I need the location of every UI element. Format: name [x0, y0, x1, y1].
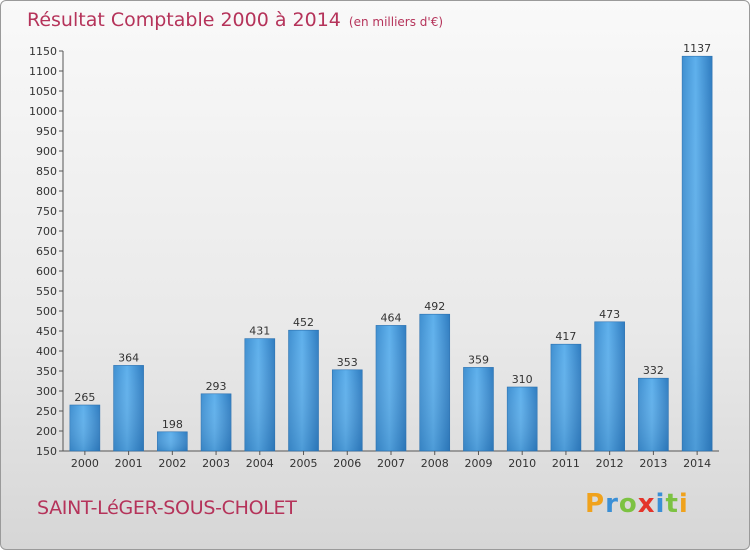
x-tick-label: 2010 — [508, 457, 536, 470]
y-tick-label: 150 — [36, 445, 57, 458]
commune-name: SAINT-LéGER-SOUS-CHOLET — [37, 497, 297, 519]
bar-shade — [157, 431, 188, 451]
logo-letter: o — [618, 489, 638, 519]
y-tick-label: 450 — [36, 325, 57, 338]
y-tick-label: 350 — [36, 365, 57, 378]
logo-letter: i — [655, 489, 666, 519]
chart-subtitle: (en milliers d'€) — [348, 15, 444, 29]
x-tick-label: 2012 — [596, 457, 624, 470]
x-tick-label: 2004 — [246, 457, 274, 470]
logo-letter: x — [637, 489, 656, 519]
x-tick-label: 2013 — [639, 457, 667, 470]
y-tick-label: 250 — [36, 405, 57, 418]
data-label: 364 — [118, 351, 139, 364]
data-label: 452 — [293, 316, 314, 329]
bar-shade — [463, 367, 494, 451]
bar-shade — [638, 378, 669, 451]
x-tick-label: 2011 — [552, 457, 580, 470]
bar-shade — [376, 325, 406, 451]
data-label: 353 — [337, 356, 358, 369]
bar-shade — [201, 393, 232, 451]
data-label: 359 — [468, 353, 489, 366]
bar-shade — [550, 344, 581, 451]
x-tick-label: 2006 — [333, 457, 361, 470]
bar-shade — [69, 405, 100, 451]
data-label: 431 — [249, 325, 270, 338]
data-label: 473 — [599, 308, 620, 321]
y-tick-label: 1150 — [29, 45, 57, 58]
x-tick-label: 2008 — [421, 457, 449, 470]
data-label: 417 — [555, 330, 576, 343]
y-tick-label: 500 — [36, 305, 57, 318]
y-tick-label: 800 — [36, 185, 57, 198]
data-label: 332 — [643, 364, 664, 377]
y-tick-label: 650 — [36, 245, 57, 258]
x-tick-label: 2000 — [71, 457, 99, 470]
y-tick-label: 1050 — [29, 85, 57, 98]
x-tick-label: 2009 — [464, 457, 492, 470]
y-tick-label: 700 — [36, 225, 57, 238]
y-tick-label: 850 — [36, 165, 57, 178]
logo-letter: t — [665, 489, 679, 519]
y-tick-label: 400 — [36, 345, 57, 358]
x-tick-label: 2002 — [158, 457, 186, 470]
y-tick-label: 550 — [36, 285, 57, 298]
proxiti-logo: Proxiti — [585, 489, 689, 519]
bar-shade — [244, 338, 275, 451]
x-tick-label: 2005 — [290, 457, 318, 470]
bar-shade — [113, 365, 144, 451]
x-tick-label: 2003 — [202, 457, 230, 470]
bar-shade — [332, 369, 363, 451]
data-label: 198 — [162, 418, 183, 431]
x-tick-label: 2001 — [115, 457, 143, 470]
data-label: 1137 — [683, 42, 711, 55]
x-tick-label: 2014 — [683, 457, 711, 470]
data-label: 293 — [206, 380, 227, 393]
bar-shade — [288, 330, 319, 451]
chart-title-text: Résultat Comptable 2000 à 2014 — [27, 9, 341, 31]
y-tick-label: 300 — [36, 385, 57, 398]
data-label: 464 — [381, 311, 402, 324]
logo-letter: i — [678, 489, 689, 519]
y-tick-label: 900 — [36, 145, 57, 158]
y-tick-label: 950 — [36, 125, 57, 138]
data-label: 310 — [512, 373, 533, 386]
y-tick-label: 750 — [36, 205, 57, 218]
data-label: 265 — [74, 391, 95, 404]
bar-shade — [419, 314, 450, 451]
y-tick-label: 1100 — [29, 65, 57, 78]
y-tick-label: 600 — [36, 265, 57, 278]
logo-letter: P — [585, 489, 606, 519]
data-label: 492 — [424, 300, 445, 313]
chart-title: Résultat Comptable 2000 à 2014 (en millie… — [27, 9, 443, 31]
bar-shade — [682, 56, 713, 451]
y-tick-label: 1000 — [29, 105, 57, 118]
x-tick-label: 2007 — [377, 457, 405, 470]
bar-shade — [507, 387, 538, 451]
bar-shade — [594, 321, 625, 451]
y-tick-label: 200 — [36, 425, 57, 438]
logo-letter: r — [605, 489, 619, 519]
